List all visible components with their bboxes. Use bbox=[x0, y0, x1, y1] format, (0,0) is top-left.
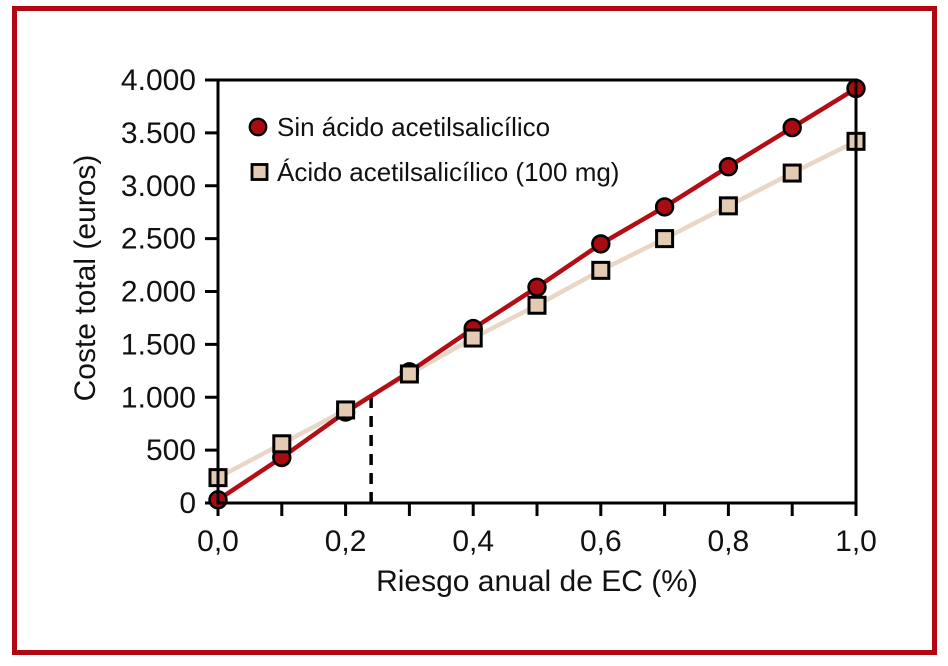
x-tick-label: 0,8 bbox=[708, 525, 750, 558]
data-point-circle bbox=[782, 117, 802, 138]
y-tick-label: 1.000 bbox=[121, 381, 196, 414]
x-tick-label: 1,0 bbox=[835, 525, 877, 558]
data-point-circle bbox=[591, 234, 611, 254]
plot-frame bbox=[216, 78, 858, 505]
legend-label-sin-aas: Sin ácido acetilsalicílico bbox=[277, 112, 550, 142]
axis-ticks-group: 0 500 1.000 1.500 2.000 2.500 3.000 3.500 4.000 0… bbox=[121, 64, 877, 558]
data-point-square bbox=[272, 434, 292, 454]
y-tick-label: 2.500 bbox=[121, 223, 196, 256]
data-point-square bbox=[399, 364, 419, 384]
data-point-square bbox=[591, 260, 611, 280]
figure-border bbox=[12, 6, 937, 655]
x-tick-label: 0,6 bbox=[580, 525, 622, 558]
data-point-square bbox=[718, 196, 738, 216]
legend: Sin ácido acetilsalicílico Ácido acetils… bbox=[248, 112, 619, 187]
x-tick-label: 0,2 bbox=[325, 525, 367, 558]
data-point-circle bbox=[654, 197, 675, 217]
y-tick-label: 0 bbox=[179, 487, 196, 520]
y-tick-label: 3.500 bbox=[121, 117, 196, 150]
data-series-group bbox=[208, 78, 866, 510]
data-point-square bbox=[655, 229, 675, 249]
legend-label-aas: Ácido acetilsalicílico (100 mg) bbox=[277, 157, 619, 187]
x-tick-label: 0,0 bbox=[197, 525, 239, 558]
data-point-square bbox=[527, 295, 547, 315]
data-point-circle bbox=[527, 277, 547, 297]
x-tick-label: 0,4 bbox=[452, 525, 494, 558]
y-tick-label: 4.000 bbox=[121, 64, 196, 97]
data-point-square bbox=[463, 328, 483, 348]
y-tick-label: 1.500 bbox=[121, 328, 196, 361]
y-tick-label: 3.000 bbox=[121, 170, 196, 203]
data-point-circle bbox=[718, 157, 739, 177]
legend-square-marker-icon bbox=[250, 163, 269, 181]
y-tick-label: 500 bbox=[146, 434, 196, 467]
x-axis-title: Riesgo anual de EC (%) bbox=[376, 565, 698, 598]
data-point-square bbox=[782, 163, 802, 183]
legend-circle-marker-icon bbox=[248, 117, 268, 137]
y-axis-title: Coste total (euros) bbox=[69, 155, 102, 402]
y-tick-label: 2.000 bbox=[121, 276, 196, 309]
data-point-square bbox=[336, 400, 356, 420]
